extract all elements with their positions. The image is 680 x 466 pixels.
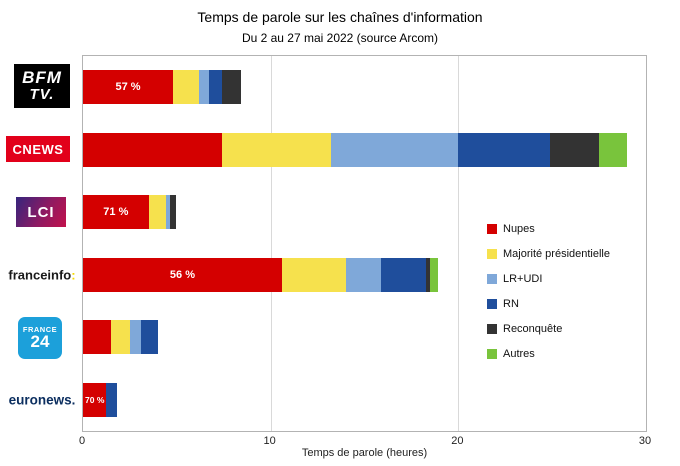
segment-franceinfo-nupes: 56 % (83, 257, 282, 292)
lci-logo: LCI (16, 197, 66, 227)
legend-swatch-lr-udi (487, 273, 497, 284)
segment-franceinfo-reconqu-te (426, 257, 431, 292)
france24-logo-line2: 24 (30, 332, 50, 352)
legend-label-lr-udi: LR+UDI (503, 272, 543, 285)
x-tick-label: 20 (451, 435, 464, 447)
gridline (458, 56, 460, 431)
segment-cnews-nupes (83, 132, 222, 167)
x-axis-label: Temps de parole (heures) (301, 447, 428, 459)
legend-swatch-reconqu-te (487, 323, 497, 334)
legend-label-majorit-pr-sidentielle: Majorité présidentielle (503, 247, 610, 260)
segment-bfm-tv-nupes: 57 % (83, 70, 174, 105)
chart-subtitle: Du 2 au 27 mai 2022 (source Arcom) (241, 31, 439, 45)
x-tick-label: 0 (78, 435, 86, 447)
segment-cnews-reconqu-te (550, 132, 600, 167)
segment-lci-reconqu-te (170, 195, 176, 230)
legend-swatch-rn (487, 298, 497, 309)
segment-lci-nupes: 71 % (83, 195, 149, 230)
legend-label-reconqu-te: Reconquête (503, 322, 563, 335)
segment-lci-majorit-pr-sidentielle (148, 195, 166, 230)
segment-bfm-tv-reconqu-te (221, 70, 241, 105)
bar-france-24 (83, 320, 159, 355)
bar-percent-label: 71 % (103, 206, 129, 219)
legend-item-nupes: Nupes (487, 222, 610, 235)
segment-franceinfo-autres (430, 257, 438, 292)
segment-franceinfo-lr-udi (345, 257, 382, 292)
legend-item-majorit-pr-sidentielle: Majorité présidentielle (487, 247, 610, 260)
chart-legend: Nupes Majorité présidentielle LR+UDI RN Reco… (487, 223, 610, 373)
bar-cnews (83, 132, 628, 167)
legend-label-rn: RN (503, 297, 519, 310)
franceinfo-logo: franceinfo: (5, 268, 79, 283)
segment-franceinfo-rn (381, 257, 427, 292)
legend-label-autres: Autres (503, 347, 535, 360)
bfmtv-logo-line2: TV. (29, 86, 55, 104)
legend-swatch-nupes (487, 223, 497, 234)
lci-logo-text: LCI (27, 203, 55, 221)
bar-percent-label: 57 % (115, 81, 141, 94)
gridline (270, 56, 272, 431)
segment-cnews-majorit-pr-sidentielle (221, 132, 331, 167)
cnews-logo: CNEWS (6, 136, 70, 162)
france24-logo-line1: FRANCE (22, 324, 58, 334)
legend-swatch-majorit-pr-sidentielle (487, 248, 497, 259)
x-tick-label: 10 (263, 435, 276, 447)
legend-swatch-autres (487, 348, 497, 359)
segment-cnews-autres (599, 132, 628, 167)
segment-cnews-lr-udi (330, 132, 459, 167)
bar-lci: 71 % (83, 195, 176, 230)
bfmtv-logo-line1: BFM (22, 68, 62, 88)
segment-bfm-tv-majorit-pr-sidentielle (173, 70, 200, 105)
legend-item-lr-udi: LR+UDI (487, 272, 610, 285)
segment-euronews-nupes: 70 % (83, 382, 107, 417)
x-axis-ticks: 0 10 20 30 (78, 435, 651, 449)
plot-area: Nupes Majorité présidentielle LR+UDI RN Reco… (82, 55, 647, 432)
legend-label-nupes: Nupes (503, 222, 535, 235)
bar-percent-label: 70 % (85, 394, 105, 405)
legend-item-reconqu-te: Reconquête (487, 322, 610, 335)
segment-france-24-rn (141, 320, 159, 355)
x-tick-label: 30 (638, 435, 652, 447)
bar-bfm-tv: 57 % (83, 70, 241, 105)
bar-franceinfo: 56 % (83, 257, 438, 292)
segment-france-24-nupes (83, 320, 112, 355)
franceinfo-logo-text: franceinfo (8, 267, 72, 283)
france24-logo: FRANCE 24 (18, 317, 62, 359)
bfmtv-logo: BFM TV. (14, 64, 70, 108)
segment-bfm-tv-rn (208, 70, 222, 105)
segment-franceinfo-majorit-pr-sidentielle (281, 257, 346, 292)
euronews-logo: euronews. (5, 393, 79, 408)
segment-france-24-lr-udi (129, 320, 142, 355)
franceinfo-logo-colon: : (71, 267, 76, 283)
segment-cnews-rn (458, 132, 551, 167)
segment-france-24-majorit-pr-sidentielle (111, 320, 130, 355)
bar-euronews: 70 % (83, 382, 117, 417)
segment-lci-lr-udi (165, 195, 171, 230)
euronews-logo-text: euronews. (8, 392, 76, 408)
segment-euronews-rn (106, 382, 117, 417)
legend-item-autres: Autres (487, 347, 610, 360)
chart-title: Temps de parole sur les chaînes d'inform… (197, 9, 483, 25)
segment-bfm-tv-lr-udi (199, 70, 209, 105)
legend-item-rn: RN (487, 297, 610, 310)
cnews-logo-text: CNEWS (12, 141, 64, 157)
bar-percent-label: 56 % (169, 268, 195, 281)
